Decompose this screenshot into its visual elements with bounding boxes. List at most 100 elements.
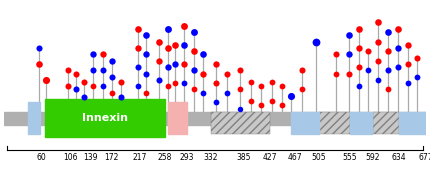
Point [236, 69, 243, 72]
Point [356, 66, 362, 69]
Point [333, 53, 340, 56]
Point [191, 88, 198, 91]
Point [80, 96, 87, 99]
Text: 139: 139 [83, 153, 98, 162]
Point [414, 56, 421, 59]
Point [191, 69, 198, 72]
Point [394, 28, 401, 30]
Point [356, 28, 362, 30]
Bar [399, 112, 426, 134]
Point [298, 69, 305, 72]
Point [143, 72, 150, 75]
Bar [291, 112, 319, 134]
Bar [28, 102, 40, 134]
Text: 172: 172 [104, 153, 119, 162]
Point [224, 91, 230, 94]
Point [135, 66, 141, 69]
Text: 60: 60 [37, 153, 46, 162]
Point [384, 88, 391, 91]
Point [375, 21, 381, 24]
Point [394, 66, 401, 69]
Point [165, 66, 172, 69]
Point [191, 50, 198, 52]
Point [345, 53, 352, 56]
Point [404, 82, 411, 84]
Point [356, 47, 362, 49]
Bar [319, 112, 350, 134]
Point [143, 34, 150, 37]
Point [258, 85, 265, 88]
Text: 592: 592 [366, 153, 380, 162]
Point [180, 24, 187, 27]
Text: 505: 505 [311, 153, 326, 162]
Point [80, 80, 87, 83]
Text: 385: 385 [237, 153, 251, 162]
Text: 332: 332 [204, 153, 218, 162]
Text: 634: 634 [392, 153, 406, 162]
Point [99, 85, 106, 88]
Point [172, 43, 179, 46]
Point [143, 91, 150, 94]
Point [287, 95, 294, 97]
Point [108, 91, 115, 94]
Point [404, 43, 411, 46]
Text: 106: 106 [63, 153, 77, 162]
Point [165, 28, 172, 30]
Point [356, 85, 362, 88]
Text: Innexin: Innexin [82, 113, 128, 123]
Point [200, 72, 207, 75]
Point [279, 104, 286, 107]
Point [99, 69, 106, 72]
Point [89, 69, 96, 72]
Point [375, 59, 381, 62]
Point [135, 47, 141, 49]
Point [258, 104, 265, 107]
Point [155, 40, 162, 43]
Point [236, 107, 243, 110]
Point [247, 80, 254, 83]
Point [64, 69, 71, 72]
Point [165, 47, 172, 49]
Point [365, 69, 372, 72]
Point [35, 47, 42, 49]
Point [404, 63, 411, 65]
Bar [350, 112, 372, 134]
Text: 217: 217 [132, 153, 147, 162]
Point [89, 85, 96, 88]
Point [72, 72, 79, 75]
Point [268, 80, 275, 83]
Point [43, 78, 49, 81]
Point [375, 40, 381, 43]
Point [35, 63, 42, 65]
Point [155, 59, 162, 62]
Text: 467: 467 [288, 153, 302, 162]
Point [180, 43, 187, 46]
Point [365, 50, 372, 52]
Point [200, 91, 207, 94]
Point [99, 53, 106, 56]
Point [180, 63, 187, 65]
Point [180, 82, 187, 84]
Point [312, 40, 319, 43]
Point [135, 28, 141, 30]
Point [279, 85, 286, 88]
Point [345, 72, 352, 75]
Text: 677: 677 [418, 153, 430, 162]
Point [247, 99, 254, 102]
Point [394, 47, 401, 49]
Point [155, 78, 162, 81]
Text: 427: 427 [263, 153, 277, 162]
Point [333, 72, 340, 75]
Bar [4, 112, 426, 125]
Point [236, 88, 243, 91]
Point [268, 99, 275, 102]
Point [212, 82, 219, 84]
Point [172, 82, 179, 84]
Point [118, 96, 125, 99]
Bar [168, 102, 187, 134]
Point [172, 63, 179, 65]
Point [384, 31, 391, 33]
Point [414, 75, 421, 78]
Point [384, 69, 391, 72]
Bar [45, 99, 165, 137]
